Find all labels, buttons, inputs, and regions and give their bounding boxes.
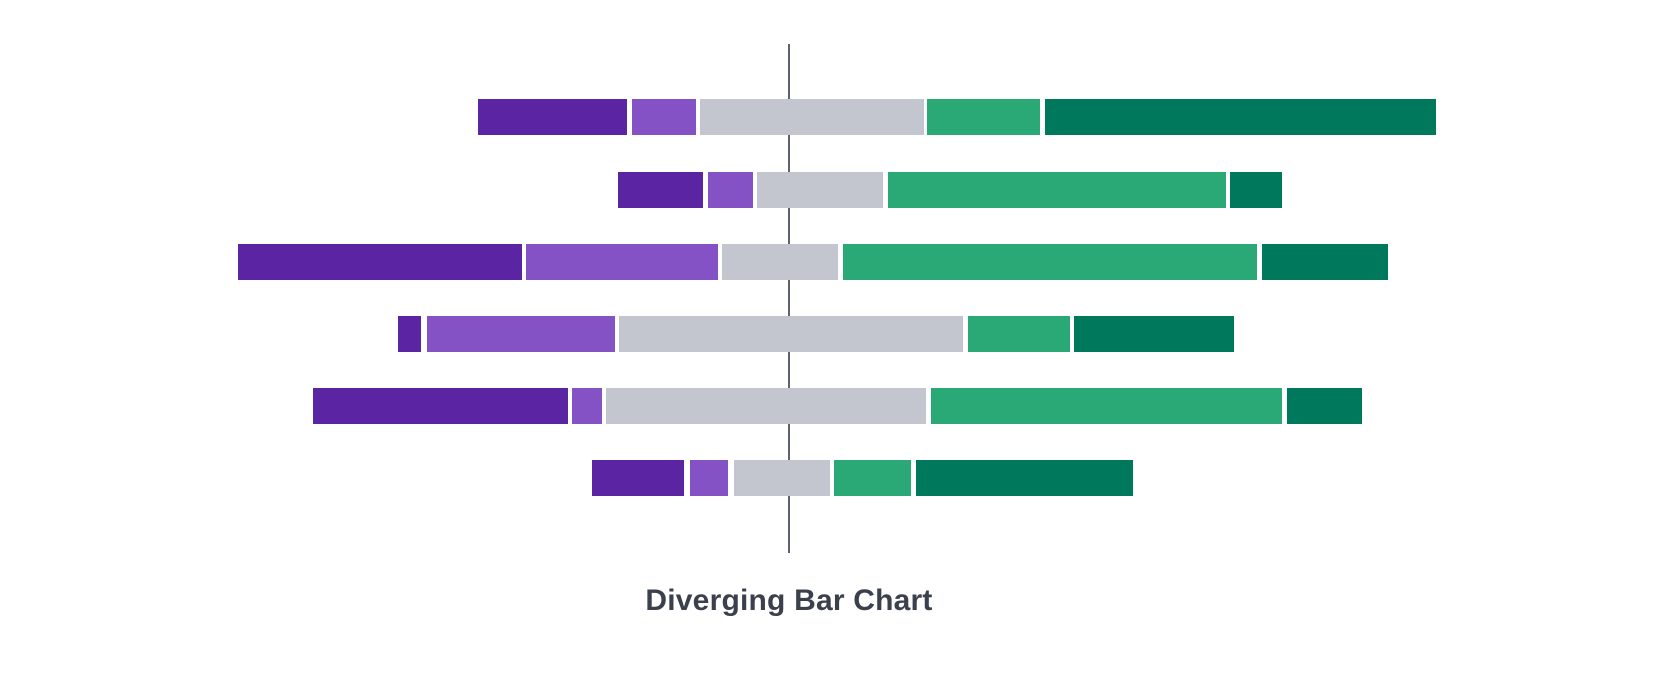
bar-segment-green [968,316,1070,352]
bar-segment-light_purple [572,388,602,424]
bar-row [0,244,1672,280]
bar-segment-green [927,99,1040,135]
bar-segment-dark_purple [398,316,421,352]
bar-segment-green [843,244,1257,280]
bar-segment-dark_green [1045,99,1436,135]
bar-row [0,460,1672,496]
bar-segment-dark_green [916,460,1133,496]
bar-segment-gray [700,99,924,135]
bar-segment-light_purple [690,460,728,496]
bar-segment-light_purple [632,99,696,135]
bar-segment-green [834,460,911,496]
bar-row [0,99,1672,135]
bar-segment-dark_purple [618,172,703,208]
bar-segment-gray [606,388,926,424]
bar-segment-dark_green [1230,172,1282,208]
chart-title: Diverging Bar Chart [645,584,933,617]
bar-segment-dark_purple [238,244,522,280]
bar-segment-light_purple [708,172,753,208]
bar-segment-green [931,388,1282,424]
bar-segment-dark_purple [478,99,627,135]
bar-segment-gray [757,172,883,208]
bar-segment-gray [619,316,963,352]
bar-segment-dark_green [1074,316,1234,352]
bar-row [0,316,1672,352]
bar-row [0,172,1672,208]
bar-segment-dark_green [1287,388,1362,424]
bar-segment-dark_purple [313,388,568,424]
axis-center-line [788,44,790,553]
bar-row [0,388,1672,424]
bar-segment-gray [722,244,838,280]
bar-segment-gray [734,460,830,496]
bar-segment-green [888,172,1226,208]
bar-segment-light_purple [526,244,718,280]
bar-segment-dark_green [1262,244,1388,280]
bar-segment-light_purple [427,316,615,352]
bar-segment-dark_purple [592,460,684,496]
